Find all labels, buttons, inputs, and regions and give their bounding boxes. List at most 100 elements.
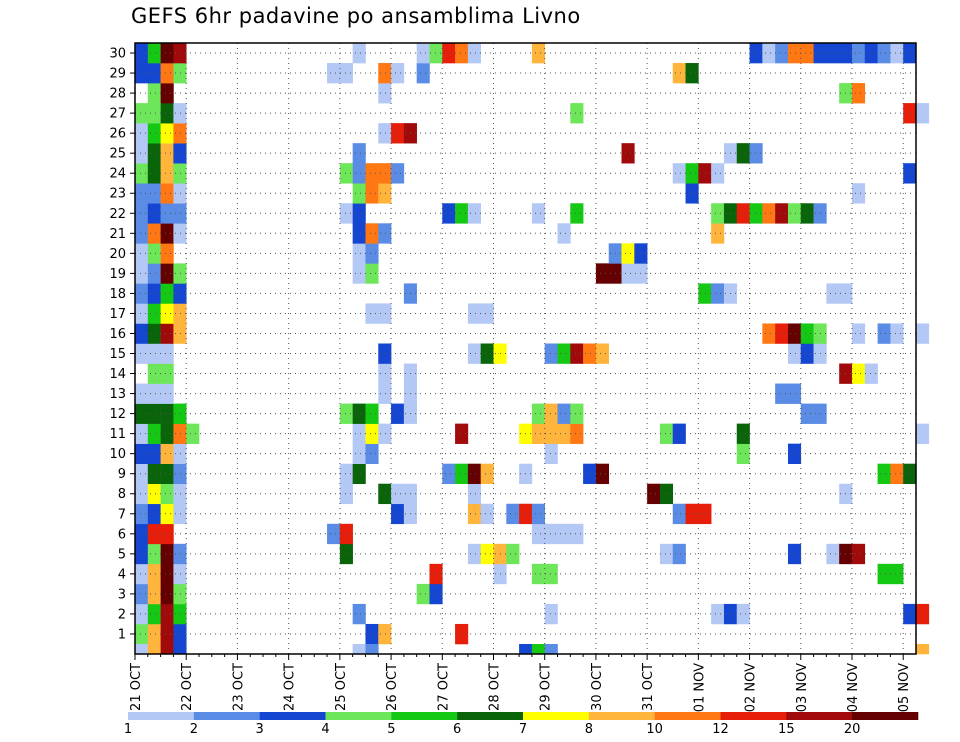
heatmap-cell: [160, 383, 174, 404]
heatmap-cell: [890, 323, 904, 344]
heatmap-cell: [173, 423, 187, 444]
heatmap-cell: [173, 163, 187, 184]
y-tick-label: 17: [109, 307, 126, 322]
y-tick-label: 25: [109, 147, 126, 162]
y-tick-label: 30: [109, 47, 126, 62]
heatmap-cell: [339, 543, 353, 565]
heatmap-cell: [467, 343, 481, 364]
heatmap-cell: [147, 643, 161, 655]
heatmap-cell: [416, 63, 430, 84]
plot-area: [135, 43, 916, 654]
colorbar-label: 20: [844, 722, 861, 737]
colorbar-swatch: [523, 712, 590, 720]
heatmap-cell: [890, 43, 904, 64]
heatmap-cell: [135, 243, 149, 264]
heatmap-cell: [557, 423, 571, 444]
heatmap-cell: [531, 423, 545, 444]
heatmap-cell: [378, 123, 392, 144]
heatmap-cell: [775, 43, 789, 64]
y-tick-label: 7: [118, 507, 126, 522]
heatmap-cell: [378, 303, 392, 324]
heatmap-cell: [378, 343, 392, 364]
heatmap-cell: [826, 283, 840, 304]
heatmap-cell: [787, 443, 802, 464]
colorbar-label: 7: [519, 722, 527, 737]
heatmap-cell: [378, 483, 392, 505]
heatmap-cell: [685, 163, 699, 184]
colorbar-swatch: [325, 712, 392, 720]
heatmap-cell: [544, 563, 558, 585]
heatmap-cell: [160, 463, 174, 485]
heatmap-cell: [800, 43, 814, 64]
heatmap-cell: [378, 623, 392, 645]
heatmap-cell: [173, 643, 187, 655]
y-tick-label: 15: [109, 347, 126, 362]
heatmap-cell: [570, 423, 584, 444]
heatmap-cell: [160, 363, 174, 384]
heatmap-cell: [391, 123, 405, 144]
heatmap-cell: [531, 403, 545, 424]
heatmap-cell: [711, 603, 725, 625]
heatmap-cell: [736, 443, 750, 464]
heatmap-cell: [147, 243, 161, 264]
heatmap-cell: [467, 203, 481, 224]
heatmap-cell: [173, 303, 187, 324]
heatmap-cell: [160, 263, 174, 284]
colorbar-swatch: [259, 712, 326, 720]
heatmap-cell: [429, 583, 443, 605]
heatmap-cell: [851, 543, 866, 565]
x-tick-label: 01 NOV: [692, 663, 707, 712]
colorbar-swatch: [786, 712, 853, 720]
heatmap-cell: [173, 543, 187, 565]
heatmap-cell: [378, 83, 392, 104]
heatmap-cell: [467, 503, 481, 525]
x-tick-label: 04 NOV: [846, 663, 861, 712]
heatmap-cell: [135, 103, 149, 124]
heatmap-cell: [787, 543, 802, 565]
heatmap-cell: [173, 623, 187, 645]
heatmap-cell: [531, 203, 545, 224]
heatmap-cell: [186, 423, 200, 444]
heatmap-cell: [147, 263, 161, 284]
heatmap-cell: [800, 343, 814, 364]
heatmap-cell: [160, 103, 174, 124]
heatmap-cell: [160, 243, 174, 264]
heatmap-cell: [711, 203, 725, 224]
heatmap-cell: [147, 383, 161, 404]
y-tick-label: 11: [109, 427, 126, 442]
heatmap-cell: [711, 283, 725, 304]
heatmap-cell: [147, 283, 161, 304]
y-tick-label: 24: [109, 167, 126, 182]
colorbar-label: 15: [778, 722, 795, 737]
heatmap-cell: [685, 63, 699, 84]
heatmap-cell: [467, 483, 481, 505]
heatmap-cell: [877, 463, 891, 485]
heatmap-cell: [147, 163, 161, 184]
heatmap-cell: [800, 323, 814, 344]
heatmap-cell: [135, 563, 149, 585]
heatmap-cell: [903, 463, 917, 485]
heatmap-cell: [352, 43, 366, 64]
heatmap-cell: [378, 383, 392, 404]
heatmap-cell: [365, 223, 379, 244]
heatmap-cell: [736, 423, 750, 444]
heatmap-cell: [339, 403, 353, 424]
heatmap-cell: [570, 523, 584, 545]
heatmap-cell: [147, 503, 161, 525]
heatmap-cell: [147, 223, 161, 244]
heatmap-cell: [160, 643, 174, 655]
x-tick-label: 24 OCT: [283, 663, 298, 711]
colorbar-swatch: [128, 712, 195, 720]
y-tick-label: 6: [118, 527, 126, 542]
heatmap-cell: [480, 463, 494, 485]
heatmap-cell: [147, 363, 161, 384]
heatmap-cell: [736, 603, 750, 625]
y-tick-label: 19: [109, 267, 126, 282]
heatmap-cell: [160, 483, 174, 505]
heatmap-cell: [775, 323, 789, 344]
colorbar-label: 1: [124, 722, 132, 737]
heatmap-cell: [391, 63, 405, 84]
heatmap-cell: [365, 243, 379, 264]
heatmap-cell: [429, 563, 443, 585]
heatmap-cell: [339, 483, 353, 505]
